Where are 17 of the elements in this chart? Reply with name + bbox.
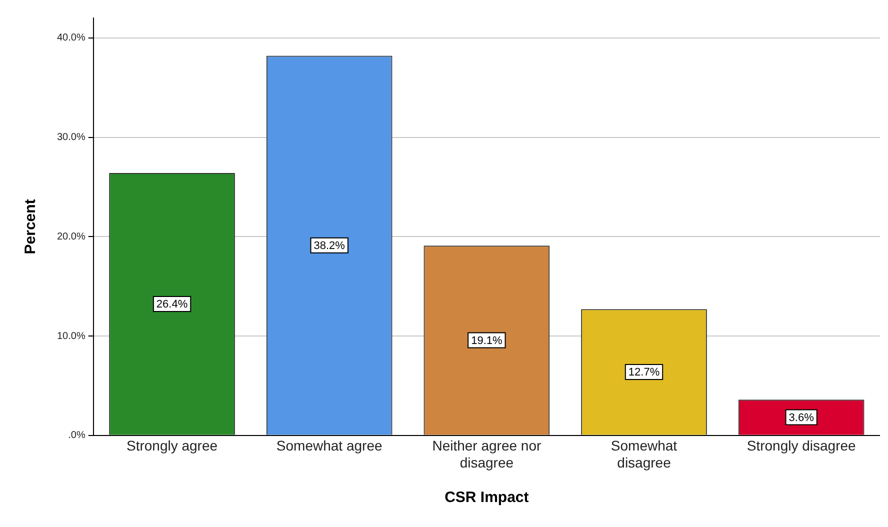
y-tick-label: 30.0% (56, 132, 86, 144)
data-label: 38.2% (314, 240, 346, 252)
x-tick-label: Somewhat disagree (610, 438, 678, 470)
y-tick-label: .0% (68, 430, 86, 442)
data-label: 3.6% (788, 412, 814, 424)
y-tick-label: 40.0% (56, 32, 86, 44)
data-label: 26.4% (156, 298, 188, 310)
data-label: 19.1% (471, 334, 502, 347)
x-tick-label: Strongly disagree (746, 438, 856, 454)
x-tick-label: Neither agree nor disagree (432, 438, 542, 470)
x-tick-label: Somewhat agree (276, 438, 382, 454)
x-tick-label: Strongly agree (126, 438, 218, 454)
y-tick-label: 20.0% (56, 231, 86, 242)
y-axis-title: Percent (22, 199, 40, 254)
data-label: 12.7% (628, 366, 660, 379)
x-axis-title: CSR Impact (444, 489, 529, 506)
y-tick-label: 10.0% (56, 330, 86, 342)
